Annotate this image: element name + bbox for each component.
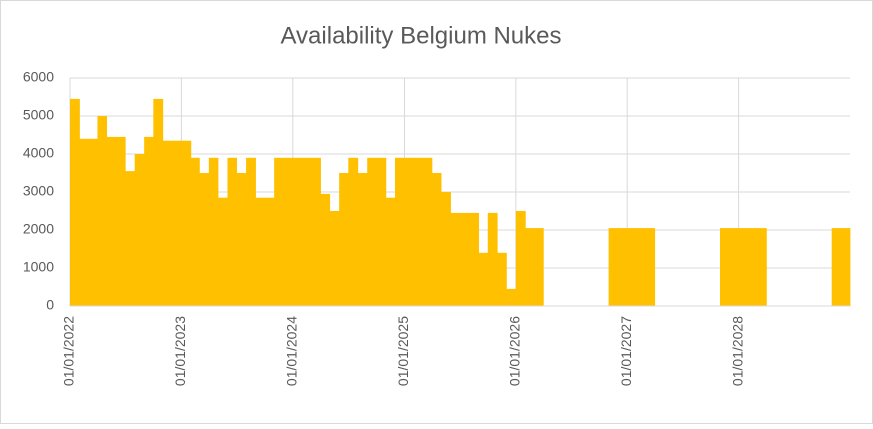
bar [533, 228, 544, 306]
bar [395, 157, 405, 306]
bar [738, 228, 749, 306]
bar [729, 228, 740, 306]
bar [144, 136, 154, 306]
bar [515, 211, 526, 306]
x-tick-label: 01/01/2023 [172, 316, 188, 386]
bar [208, 157, 219, 306]
bar [125, 171, 136, 306]
bar [171, 140, 182, 306]
bar [469, 212, 480, 306]
bar [153, 98, 164, 307]
bar [525, 228, 535, 306]
bar [367, 157, 377, 306]
bar [376, 157, 387, 306]
bar [190, 157, 200, 306]
y-tick-label: 6000 [23, 69, 54, 85]
y-tick-label: 4000 [23, 145, 54, 161]
x-tick-label: 01/01/2027 [618, 316, 634, 386]
x-tick-label: 01/01/2022 [61, 316, 77, 386]
bar [134, 154, 145, 306]
bar [70, 98, 80, 307]
bar [311, 157, 321, 306]
bar [97, 116, 108, 306]
bar [645, 228, 656, 306]
bar [840, 228, 851, 306]
bar [218, 197, 228, 306]
bar [199, 173, 210, 306]
y-tick-label: 3000 [23, 183, 54, 199]
bar [413, 157, 423, 306]
chart-title: Availability Belgium Nukes [280, 22, 561, 49]
bar [450, 212, 461, 306]
bar [617, 228, 628, 306]
bar [385, 197, 396, 306]
bar [236, 173, 247, 306]
bar [608, 228, 619, 306]
bar [431, 173, 442, 306]
bar [88, 138, 98, 306]
bar [264, 197, 275, 306]
bar [339, 173, 349, 306]
bar [404, 157, 415, 306]
bar [506, 288, 517, 306]
bar [756, 228, 767, 306]
bar [227, 157, 238, 306]
x-tick-label: 01/01/2028 [729, 316, 745, 386]
bar [422, 157, 433, 306]
bar [831, 228, 842, 306]
y-tick-label: 1000 [23, 259, 54, 275]
bar [748, 228, 758, 306]
y-tick-label: 5000 [23, 107, 54, 123]
bar [274, 157, 284, 306]
bar [255, 197, 266, 306]
x-tick-label: 01/01/2026 [507, 316, 523, 386]
bar [181, 140, 192, 306]
bar [329, 211, 340, 306]
bar [459, 212, 470, 306]
bar [106, 136, 117, 306]
bar [627, 228, 638, 306]
bar [116, 136, 126, 306]
bar [162, 140, 173, 306]
bar [497, 252, 507, 306]
bar [79, 138, 89, 306]
y-tick-label: 0 [46, 297, 54, 313]
bar [348, 157, 359, 306]
bar [357, 173, 368, 306]
bar [246, 157, 256, 306]
bar [283, 157, 294, 306]
y-tick-label: 2000 [23, 221, 54, 237]
bar [720, 228, 730, 306]
bar [487, 212, 498, 306]
bar [636, 228, 646, 306]
bar [478, 252, 489, 306]
bar [320, 193, 331, 306]
x-tick-label: 01/01/2025 [395, 316, 411, 386]
bar [302, 157, 312, 306]
bar [441, 192, 451, 306]
x-tick-label: 01/01/2024 [283, 316, 299, 386]
bar [292, 157, 303, 306]
